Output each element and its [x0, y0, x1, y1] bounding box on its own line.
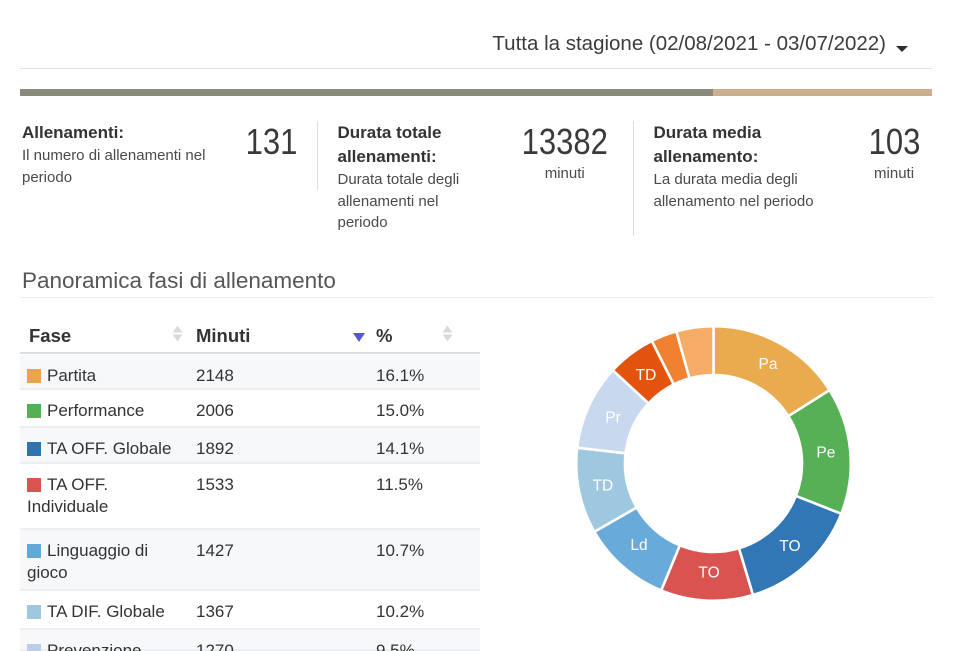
- svg-text:TO: TO: [698, 565, 719, 582]
- svg-text:Pe: Pe: [816, 444, 835, 461]
- svg-text:TD: TD: [593, 478, 614, 495]
- svg-text:TO: TO: [779, 538, 800, 555]
- svg-text:Pa: Pa: [759, 356, 778, 373]
- svg-text:TD: TD: [636, 367, 657, 384]
- svg-text:Pr: Pr: [605, 410, 621, 427]
- svg-text:Ld: Ld: [630, 537, 647, 554]
